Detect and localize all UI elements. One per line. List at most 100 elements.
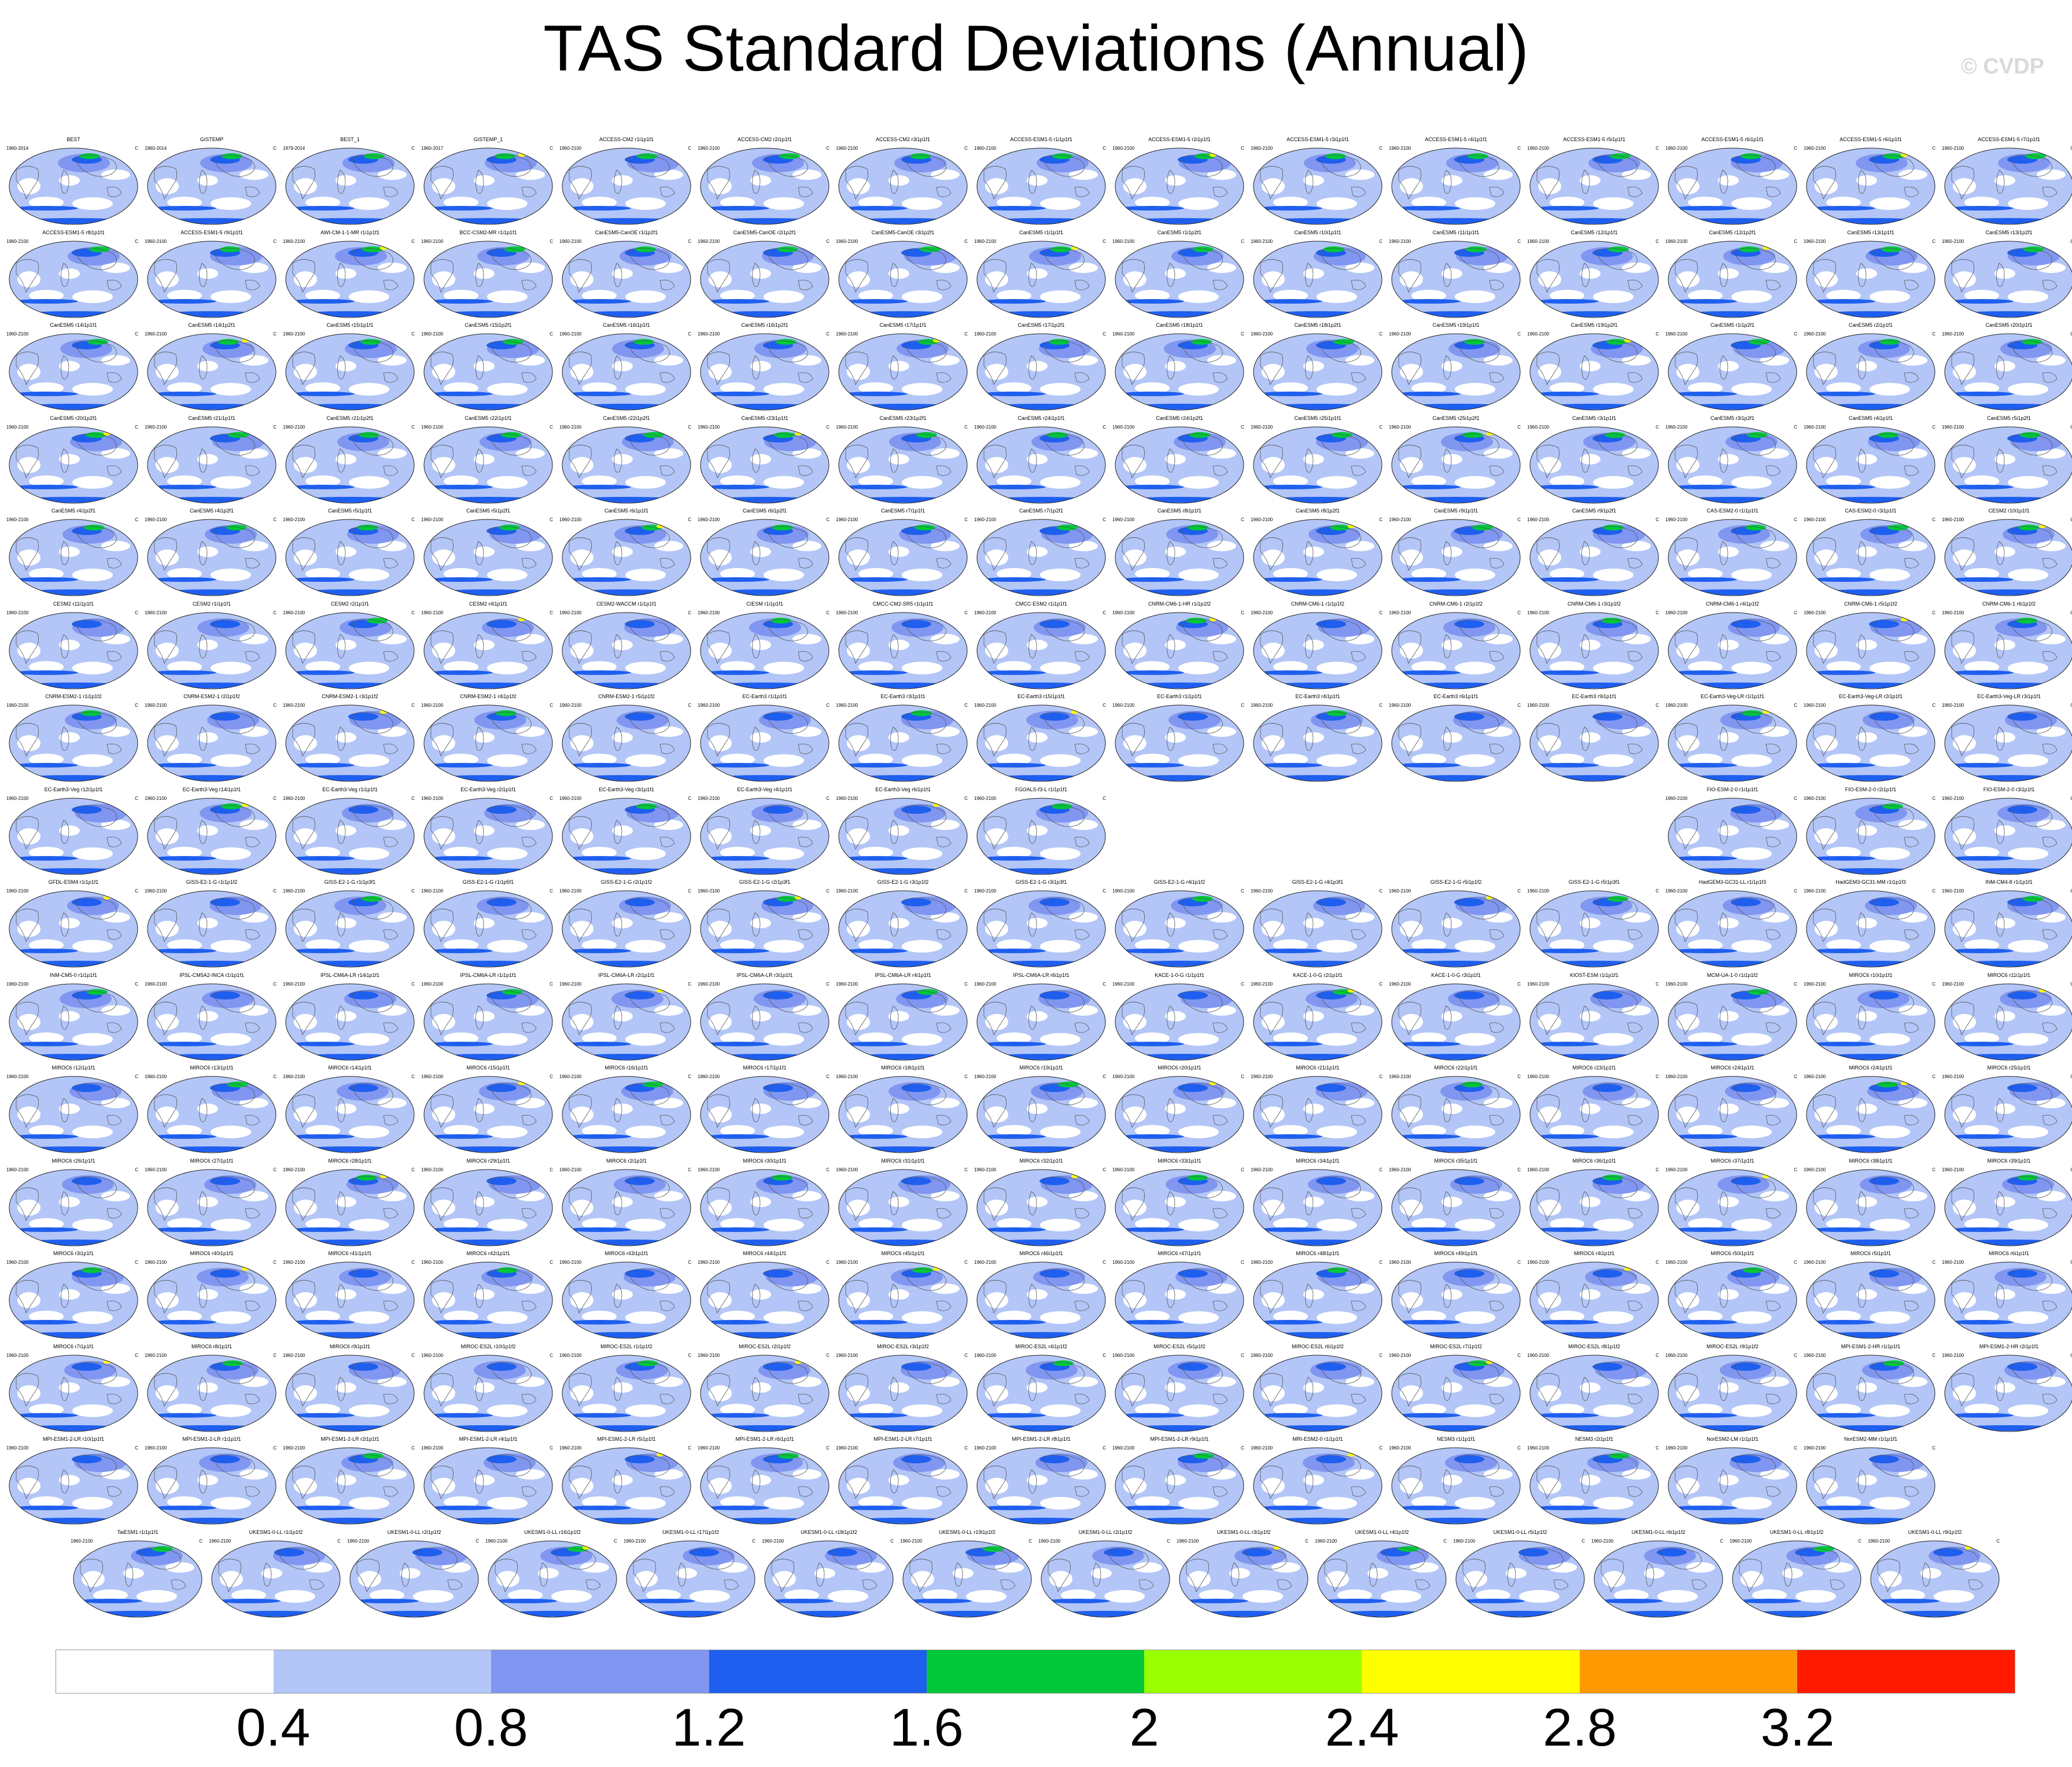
global-map [1253, 890, 1382, 968]
panel-units: C [826, 424, 829, 430]
panel-period: 1960-2100 [1804, 146, 1826, 151]
map-panel: CanESM5 r13i1p1f1 1960-2100 C [1803, 227, 1938, 320]
panel-period: 1960-2100 [283, 517, 305, 522]
colorbar-tick-label: 2 [1129, 1698, 1159, 1757]
panel-units: C [964, 1260, 968, 1265]
map-panel: ACCESS-ESM1-5 r5i1p1f1 1960-2100 C [1527, 134, 1662, 227]
panel-units: C [1103, 517, 1106, 522]
global-map [1253, 1355, 1382, 1432]
panel-title: CanESM5 r25i1p1f1 [1294, 415, 1341, 421]
global-map [1041, 1540, 1170, 1617]
panel-period: 1960-2100 [1389, 1352, 1411, 1358]
panel-title: CMCC-CM2-SR5 r1i1p1f1 [872, 600, 934, 607]
panel-units: C [411, 146, 415, 151]
global-map [147, 519, 276, 596]
panel-title: MIROC6 r38i1p1f1 [1849, 1157, 1893, 1164]
panel-title: NESM3 r2i1p1f1 [1575, 1436, 1614, 1442]
map-panel: MIROC6 r23i1p1f1 1960-2100 C [1527, 1063, 1662, 1155]
map-panel: MIROC6 r36i1p1f1 1960-2100 C [1527, 1156, 1662, 1248]
global-map [976, 890, 1106, 968]
panel-units: C [964, 517, 968, 522]
panel-title: KACE-1-0-G r1i1p1f1 [1155, 972, 1204, 978]
panel-title: AWI-CM-1-1-MR r1i1p1f1 [320, 229, 379, 235]
panel-period: 1960-2100 [1665, 331, 1688, 337]
global-map [1806, 333, 1935, 411]
panel-title: MIROC6 r28i1p1f1 [328, 1157, 372, 1164]
map-panel: KACE-1-0-G r2i1p1f1 1960-2100 C [1250, 970, 1385, 1063]
map-panel: CanESM5 r16i1p2f1 1960-2100 C [697, 320, 832, 412]
panel-period: 1960-2100 [283, 981, 305, 987]
panel-period: 1960-2100 [1804, 981, 1826, 987]
panel-period: 1960-2100 [1730, 1538, 1752, 1544]
panel-period: 1960-2100 [1112, 1260, 1135, 1265]
panel-period: 1960-2100 [1389, 888, 1411, 894]
panel-period: 1960-2100 [559, 1167, 582, 1172]
global-map [1253, 241, 1382, 318]
global-map [147, 798, 276, 875]
panel-period: 1960-2100 [1389, 331, 1411, 337]
panel-period: 1960-2100 [698, 1260, 720, 1265]
panel-title: EC-Earth3-Veg-LR r1i1p1f1 [1700, 693, 1765, 699]
panel-period: 1960-2100 [1527, 424, 1550, 430]
panel-period: 1960-2100 [559, 517, 582, 522]
global-map [9, 890, 138, 968]
panel-units: C [411, 981, 415, 987]
panel-title: ACCESS-CM2 r1i1p1f1 [599, 137, 654, 142]
map-panel: MIROC6 r44i1p1f1 1960-2100 C [697, 1248, 832, 1341]
global-map [700, 983, 829, 1060]
map-panel: CanESM5 r24i1p1f1 1960-2100 C [974, 413, 1109, 506]
map-panel: INM-CM5-0 r1i1p1f1 1960-2100 C [6, 970, 141, 1063]
panel-period: 1960-2100 [1389, 238, 1411, 244]
panel-title: MIROC6 r4i1p1f1 [1573, 1250, 1615, 1256]
global-map [1944, 519, 2072, 596]
global-map [700, 426, 829, 503]
map-panel: CNRM-ESM2-1 r2i1p1f2 1960-2100 C [144, 691, 279, 784]
map-panel: CNRM-CM6-1 r5i1p1f2 1960-2100 C [1803, 599, 1938, 691]
panel-period: 1960-2100 [1665, 1260, 1688, 1265]
panel-title: CAS-ESM2-0 r3i1p1f1 [1845, 508, 1897, 514]
panel-units: C [1103, 1260, 1106, 1265]
panel-title: CanESM5 r24i1p1f1 [1017, 415, 1065, 421]
panel-title: CNRM-ESM2-1 r5i1p1f2 [598, 693, 655, 699]
colorbar-tick-label: 3.2 [1760, 1698, 1835, 1757]
panel-title: CanESM5 r7i1p2f1 [1019, 508, 1064, 514]
panel-title: ACCESS-ESM1-5 r6i1p1f1 [1839, 137, 1902, 142]
global-map [1115, 241, 1244, 318]
global-map [626, 1540, 755, 1617]
panel-title: ACCESS-ESM1-5 r7i1p1f1 [1978, 137, 2040, 142]
global-map [147, 704, 276, 782]
panel-units: C [688, 981, 691, 987]
panel-units: C [135, 238, 138, 244]
global-map [1668, 147, 1797, 225]
map-panel: EC-Earth3-Veg-LR r1i1p1f1 1960-2100 C [1665, 691, 1800, 784]
panel-units: C [135, 331, 138, 337]
panel-title: UKESM1-0-LL r18i1p1f2 [801, 1529, 857, 1535]
global-map [423, 1261, 553, 1339]
map-panel: CanESM5 r7i1p1f1 1960-2100 C [835, 506, 971, 598]
panel-title: IPSL-CM6A-LR r6i1p1f1 [1013, 972, 1070, 978]
panel-units: C [550, 610, 553, 615]
global-map [1115, 333, 1244, 411]
panel-period: 1960-2100 [283, 238, 305, 244]
panel-title: MIROC6 r34i1p1f1 [1296, 1157, 1340, 1164]
map-panel: EC-Earth3 r4i1p1f1 1960-2100 C [1250, 691, 1385, 784]
panel-units: C [826, 1074, 829, 1079]
global-map [1668, 1169, 1797, 1246]
panel-title: BCC-CSM2-MR r1i1p1f1 [459, 229, 517, 235]
panel-period: 1960-2100 [698, 610, 720, 615]
map-panel: EC-Earth3-Veg r4i1p1f1 1960-2100 C [697, 784, 832, 877]
cvdp-watermark: © CVDP [1960, 54, 2044, 79]
panel-period: 1960-2014 [145, 146, 167, 151]
global-map [1668, 798, 1797, 875]
panel-period: 1960-2100 [1527, 610, 1550, 615]
panel-units: C [1932, 888, 1935, 894]
global-map [423, 798, 553, 875]
global-map [1529, 333, 1659, 411]
global-map [1317, 1540, 1447, 1617]
global-map [1806, 612, 1935, 689]
panel-title: CMCC-ESM2 r1i1p1f1 [1015, 600, 1067, 607]
map-panel: NESM3 r2i1p1f1 1960-2100 C [1527, 1434, 1662, 1526]
panel-units: C [273, 888, 276, 894]
panel-units: C [1656, 517, 1659, 522]
panel-period: 1960-2100 [1112, 1167, 1135, 1172]
